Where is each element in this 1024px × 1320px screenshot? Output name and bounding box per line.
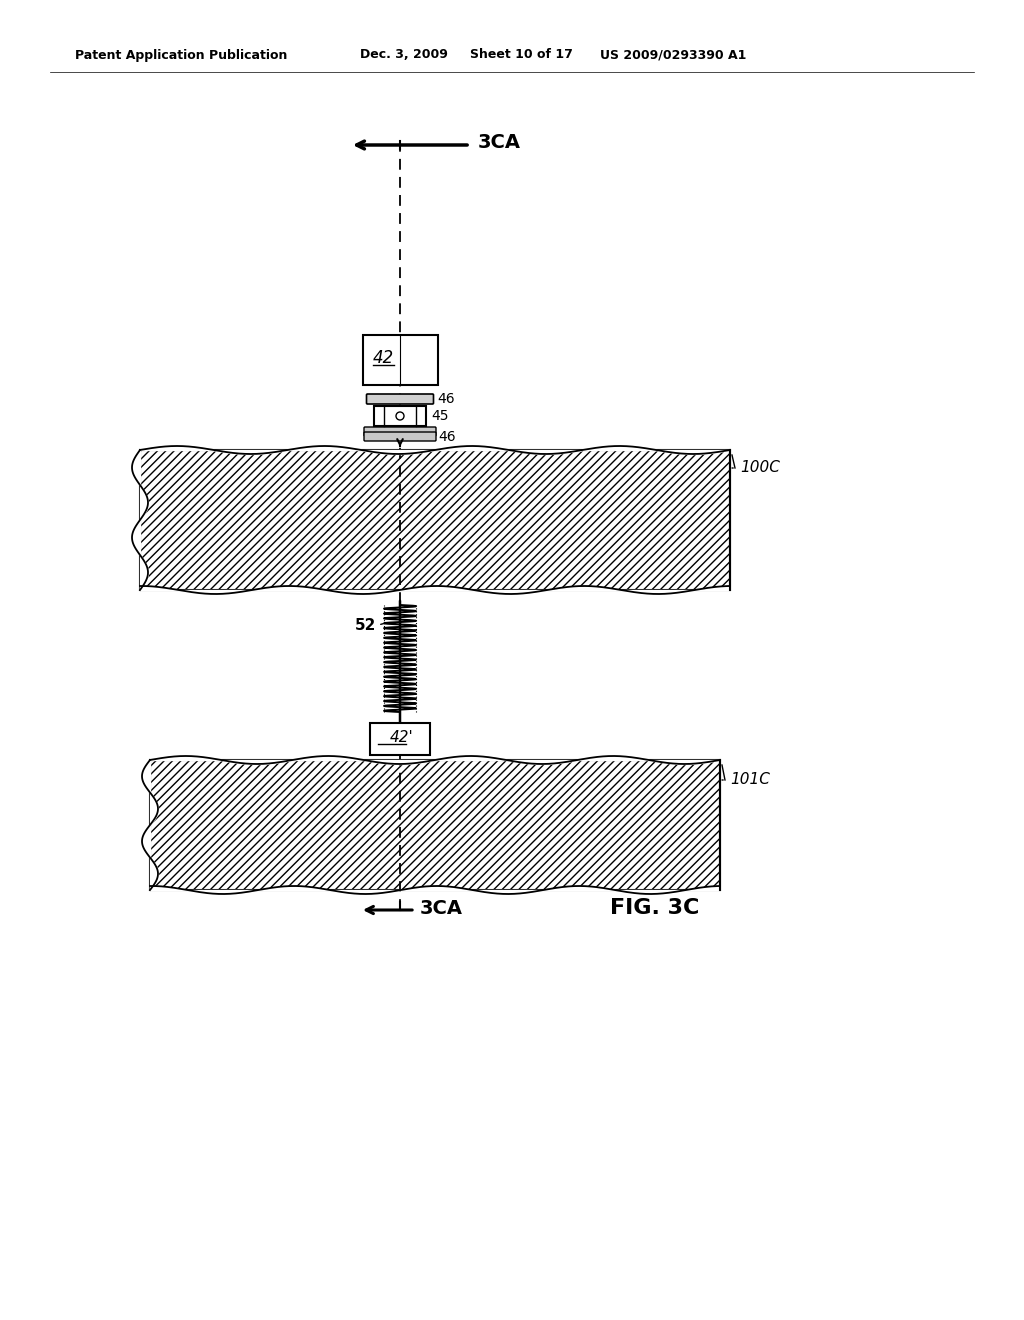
Bar [374, 407, 426, 426]
Bar [140, 450, 730, 590]
FancyBboxPatch shape [364, 426, 436, 436]
Text: Sheet 10 of 17: Sheet 10 of 17 [470, 49, 572, 62]
Bar [150, 760, 720, 890]
Text: 46: 46 [437, 392, 455, 407]
Text: Dec. 3, 2009: Dec. 3, 2009 [360, 49, 447, 62]
Text: US 2009/0293390 A1: US 2009/0293390 A1 [600, 49, 746, 62]
Text: 42: 42 [373, 348, 393, 367]
Bar [370, 723, 430, 755]
Text: 3CA: 3CA [420, 899, 463, 917]
Text: 101C: 101C [730, 772, 770, 788]
FancyBboxPatch shape [364, 432, 436, 441]
Text: 46: 46 [438, 430, 456, 444]
Text: FIG. 3C: FIG. 3C [610, 898, 699, 917]
Text: 3CA: 3CA [478, 133, 521, 153]
FancyBboxPatch shape [367, 393, 433, 404]
Text: 42': 42' [390, 730, 414, 744]
Text: 52: 52 [354, 618, 376, 632]
Text: Patent Application Publication: Patent Application Publication [75, 49, 288, 62]
Bar [362, 335, 438, 385]
Text: 45: 45 [431, 409, 449, 422]
Text: 100C: 100C [740, 461, 780, 475]
